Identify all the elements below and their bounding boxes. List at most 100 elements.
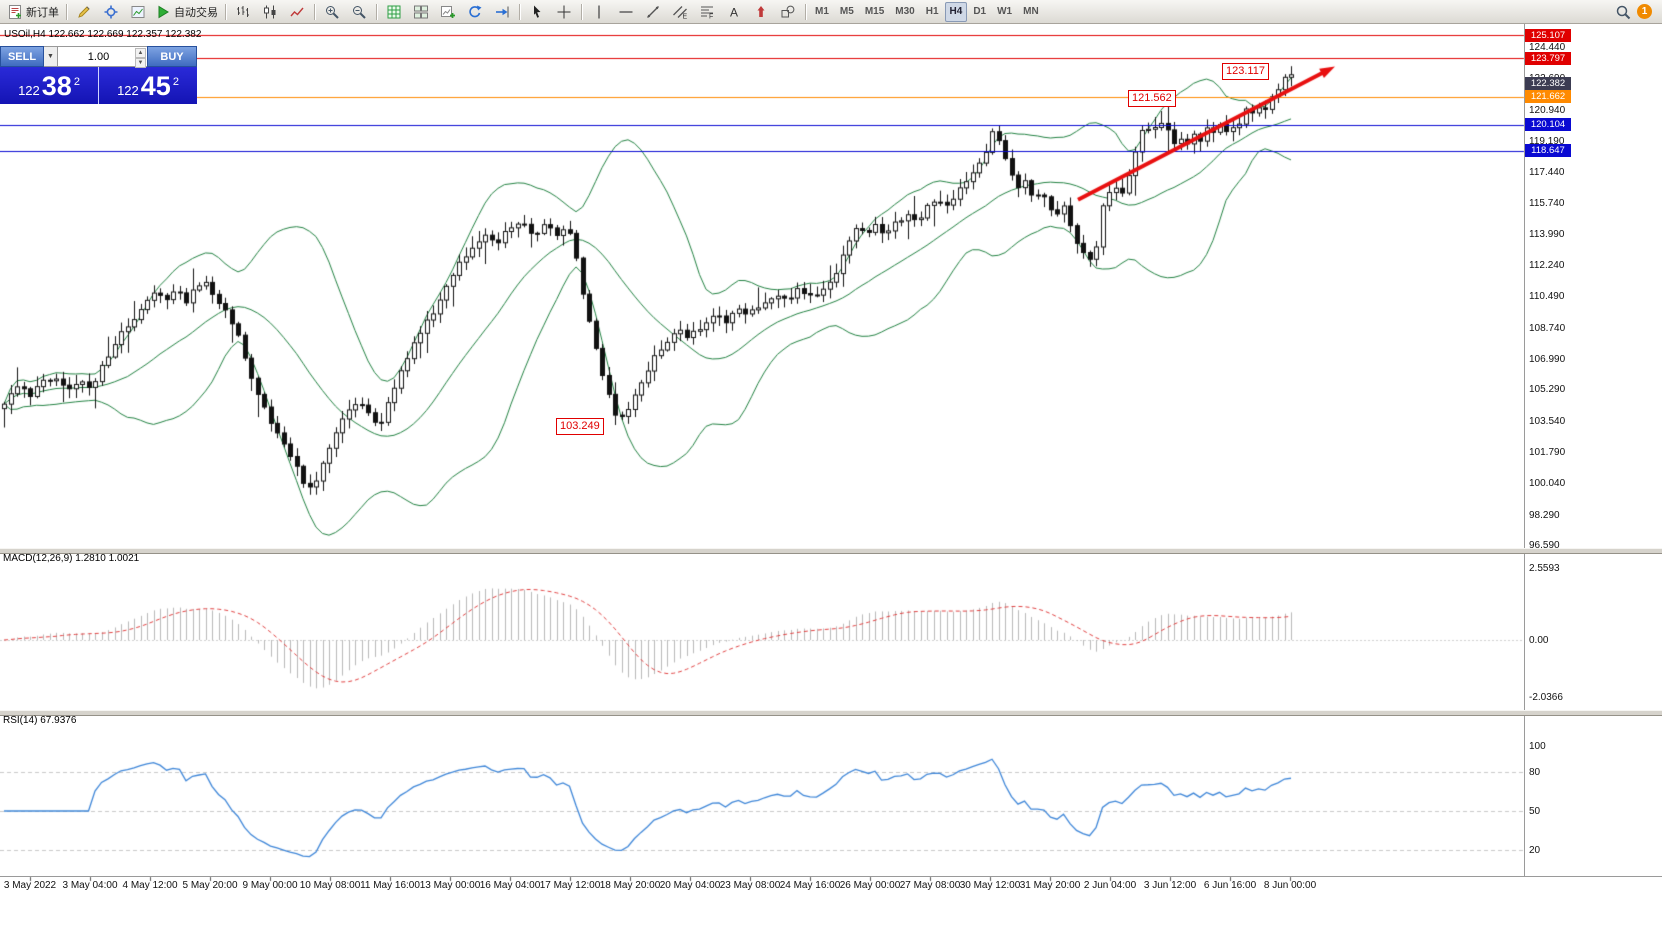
candlestick-chart-button[interactable] [257,1,283,23]
buy-button[interactable]: BUY [147,46,197,67]
time-axis[interactable]: 3 May 2022 3 May 04:00 4 May 12:00 5 May 20… [0,876,1662,898]
time-axis-line [0,876,1662,877]
vline-icon [591,4,607,20]
bar-chart-button[interactable] [230,1,256,23]
time-axis-label: 17 May 12:00 [539,880,601,891]
volume-input[interactable] [58,49,147,64]
one-click-trading-panel: SELL ▼ ▲ ▼ BUY 122 38 2 122 45 2 [0,46,197,104]
panel-separator[interactable] [0,710,1662,716]
grid-toggle-button[interactable] [381,1,407,23]
options-button[interactable] [98,1,124,23]
macd-scale-label: 0.00 [1529,635,1549,646]
time-axis-label: 13 May 00:00 [419,880,481,891]
metaeditor-button[interactable] [71,1,97,23]
volume-dropdown-button[interactable]: ▼ [44,46,58,67]
price-axis-label: 117.440 [1529,167,1565,179]
notification-badge[interactable]: 1 [1637,4,1652,19]
buy-price-sup: 2 [172,76,179,88]
price-level-box-125.107: 125.107 [1525,28,1571,42]
price-annotation-123.117: 123.117 [1222,62,1269,80]
timeframe-mn-button[interactable]: MN [1023,6,1039,17]
arrow-icon [753,4,769,20]
bars-icon [235,4,251,20]
auto-trading-button[interactable]: 自动交易 [152,1,221,23]
new-chart-button[interactable] [435,1,461,23]
chart-shift-button[interactable] [489,1,515,23]
toolbar-divider [581,3,582,20]
volume-stepper: ▲ ▼ [135,48,146,68]
shapes-tool-button[interactable] [775,1,801,23]
price-axis-label: 115.740 [1529,197,1565,209]
volume-down-button[interactable]: ▼ [135,58,146,68]
horizontal-line-tool-button[interactable] [613,1,639,23]
vertical-line-tool-button[interactable] [586,1,612,23]
cursor-tool-button[interactable] [524,1,550,23]
volume-field: ▲ ▼ [58,46,147,68]
time-axis-label: 23 May 08:00 [719,880,781,891]
time-axis-label: 3 May 2022 [3,880,57,891]
price-axis[interactable]: 124.440122.690120.940119.190117.440115.7… [1524,0,1662,946]
time-axis-label: 30 May 12:00 [959,880,1021,891]
timeframe-m1-button[interactable]: M1 [815,6,829,17]
volume-up-button[interactable]: ▲ [135,48,146,58]
zoom-out-button[interactable] [346,1,372,23]
channel-icon: E [672,4,688,20]
line-icon [289,4,305,20]
time-axis-label: 31 May 20:00 [1019,880,1081,891]
price-axis-label: 119.190 [1529,135,1565,147]
crosshair-icon [556,4,572,20]
line-chart-button[interactable] [284,1,310,23]
chart-ohlc-header: USOil,H4 122.662 122.669 122.357 122.382 [4,29,202,40]
rsi-scale-label: 50 [1529,806,1541,817]
price-axis-label: 96.590 [1529,539,1560,551]
timeframe-m30-button[interactable]: M30 [895,6,915,17]
zoom-out-icon [351,4,367,20]
price-axis-divider [1524,24,1525,876]
timeframe-w1-button[interactable]: W1 [997,6,1013,17]
macd-scale-label: 2.5593 [1529,563,1560,574]
timeframe-h4-button[interactable]: H4 [944,1,968,22]
timeframe-h1-button[interactable]: H1 [925,6,939,17]
crosshair-tool-button[interactable] [551,1,577,23]
candles-icon [262,4,278,20]
autoscroll-icon [467,4,483,20]
zoom-in-icon [324,4,340,20]
timeframe-m5-button[interactable]: M5 [839,6,854,17]
text-tool-button[interactable]: A [721,1,747,23]
search-icon[interactable] [1615,4,1631,20]
sell-button[interactable]: SELL [0,46,44,67]
arrow-tool-button[interactable] [748,1,774,23]
trendline-tool-button[interactable] [640,1,666,23]
toolbar: 新订单 自动交易 E F A M1 M5 M15 M30 H1 H4 D1 W1 MN 1 [0,0,1662,24]
timeframe-m15-button[interactable]: M15 [864,6,885,17]
rsi-header: RSI(14) 67.9376 [3,715,77,726]
new-order-button[interactable]: 新订单 [4,1,62,23]
fibonacci-tool-button[interactable]: F [694,1,720,23]
price-level-box-120.104: 120.104 [1525,118,1571,132]
auto-scroll-button[interactable] [462,1,488,23]
buy-price-panel[interactable]: 122 45 2 [99,67,197,104]
price-axis-label: 103.540 [1529,415,1566,427]
sell-price-prefix: 122 [18,83,40,98]
zoom-in-button[interactable] [319,1,345,23]
new-order-button-label: 新订单 [26,6,59,19]
tile-windows-button[interactable] [408,1,434,23]
price-axis-label: 101.790 [1529,446,1566,458]
svg-text:F: F [709,13,713,20]
toolbar-divider [225,3,226,20]
panel-separator[interactable] [0,548,1662,554]
price-axis-label: 124.440 [1529,42,1566,53]
timeframe-d1-button[interactable]: D1 [973,6,987,17]
shapes-icon [780,4,796,20]
sell-price-panel[interactable]: 122 38 2 [0,67,99,104]
price-axis-label: 112.240 [1529,260,1565,272]
svg-text:E: E [683,13,688,20]
rsi-scale-label: 80 [1529,767,1541,778]
shift-icon [494,4,510,20]
channel-tool-button[interactable]: E [667,1,693,23]
market-watch-button[interactable] [125,1,151,23]
price-level-box-121.662: 121.662 [1525,90,1571,104]
time-axis-label: 24 May 16:00 [779,880,841,891]
